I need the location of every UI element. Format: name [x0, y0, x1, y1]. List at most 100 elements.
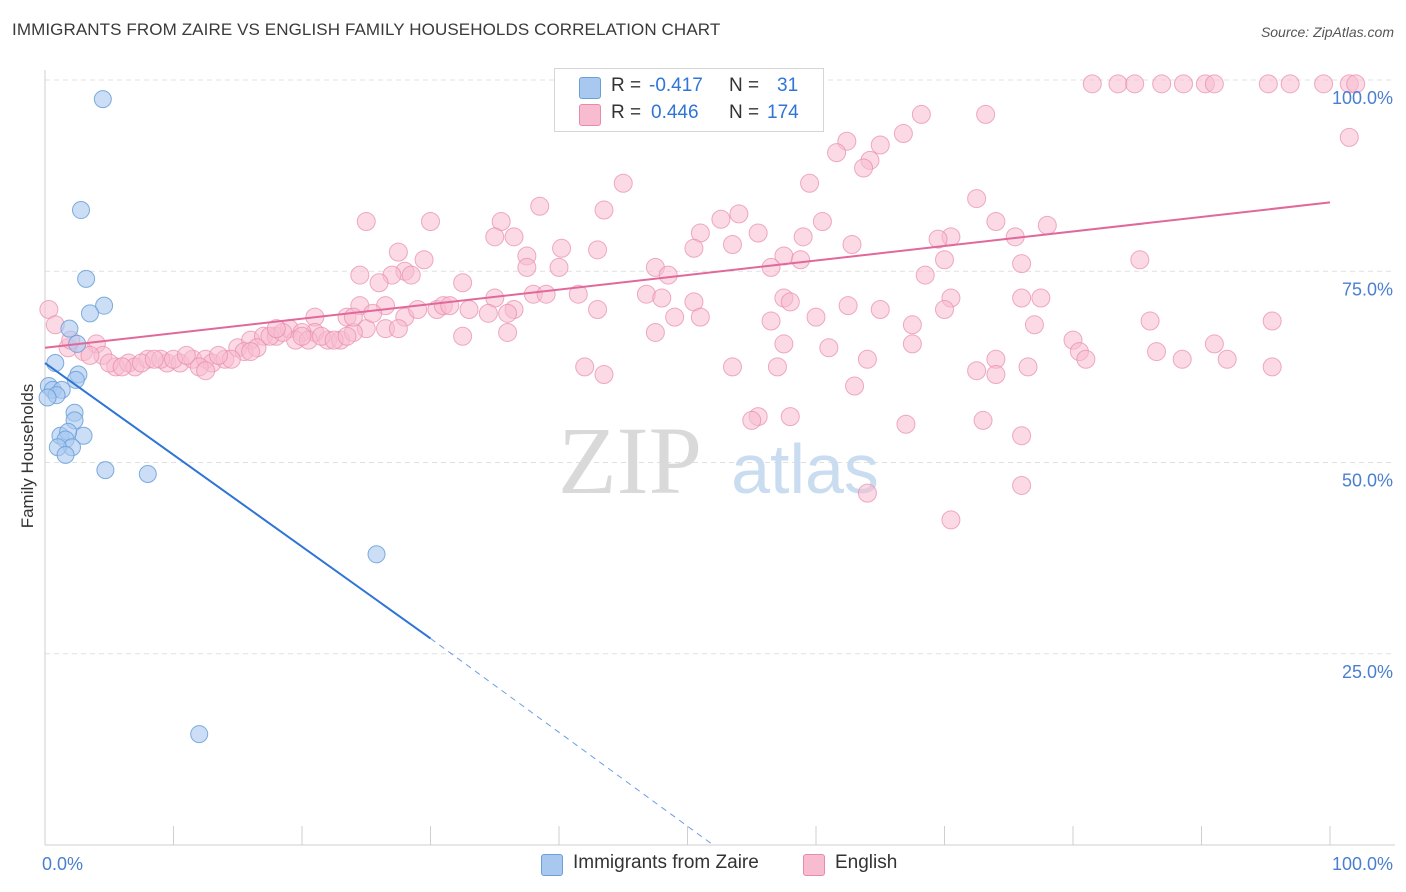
english-point — [498, 322, 518, 342]
bottom-legend-label-english: English — [835, 852, 898, 873]
english-point — [241, 342, 261, 362]
english-point — [854, 158, 874, 178]
english-point — [711, 209, 731, 229]
legend-n-label: N = — [729, 102, 760, 123]
english-point — [1152, 74, 1172, 94]
zaire-point — [93, 90, 112, 109]
watermark-atlas: atlas — [731, 430, 879, 508]
english-point — [665, 307, 685, 327]
english-point — [1262, 311, 1282, 331]
english-point — [1076, 349, 1096, 369]
legend-n-value: 174 — [767, 102, 799, 123]
english-point — [478, 303, 498, 323]
english-point — [1258, 74, 1278, 94]
english-point — [722, 234, 742, 254]
legend-r-value: 0.446 — [651, 102, 699, 123]
zaire-point — [96, 461, 115, 480]
english-point — [928, 229, 948, 249]
zaire-point — [60, 319, 79, 338]
grid-lines — [45, 79, 1395, 655]
english-point — [588, 240, 608, 260]
english-point — [870, 135, 890, 155]
english-point — [504, 227, 524, 247]
tick-labels: 25.0% 50.0% 75.0% 100.0% 0.0% 100.0% — [42, 88, 1393, 874]
english-point — [827, 143, 847, 163]
english-point — [902, 334, 922, 354]
english-point — [1262, 357, 1282, 377]
english-point — [857, 349, 877, 369]
english-point — [1012, 475, 1032, 495]
y-tick-label: 75.0% — [1342, 279, 1393, 299]
english-point — [742, 410, 762, 430]
stats-legend: R = -0.417 N = 31 R = 0.446 N = 174 — [554, 68, 824, 132]
english-point — [774, 334, 794, 354]
english-point — [767, 357, 787, 377]
english-point — [838, 296, 858, 316]
english-point — [1108, 74, 1128, 94]
english-point — [453, 326, 473, 346]
english-point — [594, 365, 614, 385]
english-point — [350, 265, 370, 285]
english-point — [613, 173, 633, 193]
english-point — [1217, 349, 1237, 369]
english-point — [1346, 74, 1366, 94]
english-point — [266, 319, 286, 339]
english-point — [388, 242, 408, 262]
english-point — [80, 345, 100, 365]
english-point — [729, 204, 749, 224]
bottom-legend-swatch-zaire — [541, 854, 563, 876]
english-point — [761, 311, 781, 331]
english-point — [1130, 250, 1150, 270]
legend-r-label: R = — [611, 75, 642, 96]
zaire-point — [95, 296, 114, 315]
english-point — [935, 300, 954, 319]
english-point — [690, 307, 710, 327]
english-point — [1204, 334, 1224, 354]
english-point — [421, 212, 440, 232]
english-point — [575, 357, 595, 377]
legend-n-value: 31 — [777, 75, 799, 96]
english-point — [337, 326, 357, 346]
english-points — [39, 74, 1366, 530]
zaire-point — [71, 201, 90, 220]
english-point — [761, 257, 781, 277]
english-point — [1314, 74, 1334, 94]
english-point — [684, 238, 704, 258]
english-point — [485, 227, 505, 247]
english-point — [517, 257, 537, 277]
english-point — [986, 212, 1006, 232]
english-point — [976, 104, 996, 124]
trend-lines — [44, 201, 1331, 846]
english-point — [1140, 311, 1160, 331]
english-point — [652, 288, 672, 308]
legend-r-label: R = — [611, 102, 642, 123]
english-point — [800, 173, 820, 193]
english-point — [902, 315, 922, 335]
trend-line-zaire — [44, 362, 432, 640]
english-point — [1147, 342, 1167, 362]
english-point — [552, 238, 572, 258]
english-point — [144, 349, 164, 369]
english-point — [1174, 74, 1194, 94]
english-point — [453, 273, 473, 293]
english-point — [842, 234, 862, 254]
english-point — [722, 357, 742, 377]
zaire-points — [38, 90, 386, 744]
english-point — [1012, 254, 1032, 274]
english-point — [658, 265, 678, 285]
english-point — [208, 345, 228, 365]
bottom-legend-swatch-english — [803, 854, 825, 876]
english-point — [645, 322, 665, 342]
english-point — [1012, 288, 1032, 308]
y-axis-label: Family Households — [18, 383, 37, 529]
english-point — [459, 300, 479, 319]
english-point — [568, 284, 588, 304]
english-point — [594, 200, 614, 220]
english-point — [549, 257, 569, 277]
english-point — [1024, 315, 1044, 335]
english-point — [893, 124, 913, 144]
english-point — [1031, 288, 1051, 308]
bottom-legend-label-zaire: Immigrants from Zaire — [573, 852, 759, 873]
english-point — [812, 212, 832, 232]
english-point — [440, 296, 460, 316]
